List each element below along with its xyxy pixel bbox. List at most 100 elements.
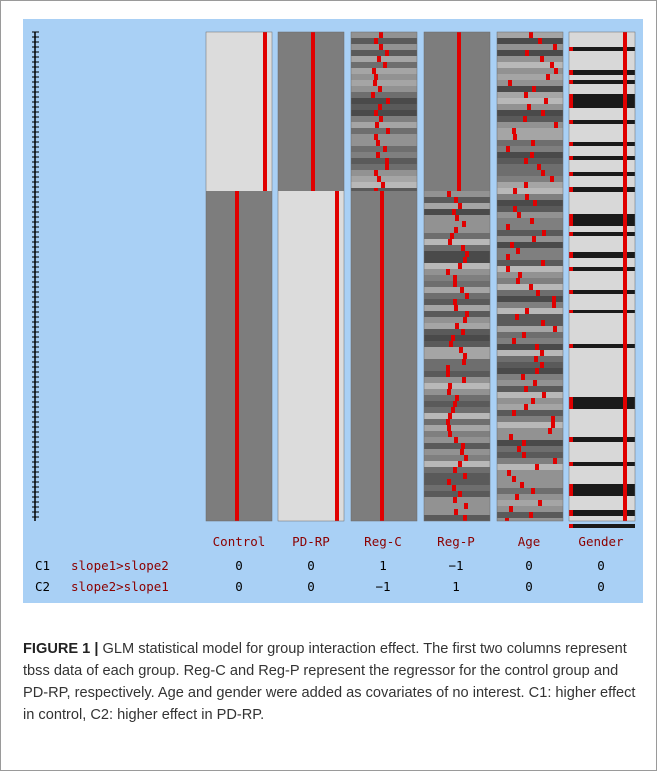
age-stripe: [497, 290, 563, 296]
trace-line: [453, 275, 457, 281]
column-labels: Control PD-RP Reg-C Reg-P Age Gender: [213, 534, 624, 549]
trace-line: [446, 269, 450, 275]
figure-caption-text: GLM statistical model for group interact…: [23, 641, 636, 723]
trace-line: [535, 368, 539, 374]
trace-line: [524, 404, 528, 410]
trace-line: [522, 452, 526, 458]
gender-band: [569, 310, 635, 313]
figure-caption: FIGURE 1 | GLM statistical model for gro…: [23, 638, 639, 726]
trace-line: [530, 152, 534, 158]
trace-line: [461, 245, 465, 251]
regressor-stripe: [424, 419, 490, 425]
age-stripe: [497, 494, 563, 500]
trace-line: [446, 365, 450, 371]
trace-line: [453, 497, 457, 503]
age-stripe: [497, 452, 563, 458]
trace-line: [548, 428, 552, 434]
trace-line: [512, 476, 516, 482]
contrast-value: 0: [525, 579, 533, 594]
regressor-stripe: [351, 170, 417, 176]
trace-line: [541, 110, 545, 116]
age-stripe: [497, 80, 563, 86]
contrast-value: 0: [307, 558, 315, 573]
regressor-stripe: [424, 257, 490, 263]
trace-line: [524, 182, 528, 188]
trace-line: [374, 170, 378, 176]
column-label-gender: Gender: [578, 534, 624, 549]
regressor-stripe: [424, 347, 490, 353]
column-label-reg-p: Reg-P: [437, 534, 475, 549]
trace-line: [516, 248, 520, 254]
contrast-id: C1: [35, 558, 50, 573]
regressor-stripe: [351, 152, 417, 158]
trace-line: [463, 257, 467, 263]
trace-line: [522, 332, 526, 338]
gender-band: [569, 187, 635, 192]
contrast-value: −1: [448, 558, 463, 573]
contrast-name: slope2>slope1: [71, 579, 169, 594]
age-stripe: [497, 248, 563, 254]
regressor-stripe: [424, 461, 490, 467]
trace-line: [540, 350, 544, 356]
trace-line: [541, 260, 545, 266]
trace-line: [465, 293, 469, 299]
gender-band: [569, 172, 635, 176]
trace-line: [524, 92, 528, 98]
trace-line: [386, 98, 390, 104]
age-stripe: [497, 86, 563, 92]
trace-line: [379, 116, 383, 122]
trace-line: [538, 500, 542, 506]
regressor-stripe: [351, 86, 417, 92]
trace-line: [448, 239, 452, 245]
trace-line: [371, 92, 375, 98]
trace-line: [523, 116, 527, 122]
trace-line: [569, 94, 573, 108]
age-stripe: [497, 380, 563, 386]
trace-line: [465, 251, 469, 257]
contrast-value: 0: [235, 558, 243, 573]
regressor-stripe: [424, 443, 490, 449]
trace-line: [505, 518, 509, 521]
trace-line: [569, 290, 573, 294]
regressor-stripe: [424, 263, 490, 269]
column-border: [277, 31, 345, 522]
trace-line: [448, 431, 452, 437]
trace-line: [525, 308, 529, 314]
age-stripe: [497, 422, 563, 428]
age-stripe: [497, 128, 563, 134]
trace-line: [569, 510, 573, 516]
regressor-stripe: [424, 287, 490, 293]
trace-line: [374, 134, 378, 140]
trace-line: [515, 494, 519, 500]
trace-line: [446, 371, 450, 377]
trace-line: [454, 227, 458, 233]
trace-line: [372, 68, 376, 74]
trace-line: [509, 506, 513, 512]
trace-line: [378, 86, 382, 92]
trace-line: [553, 44, 557, 50]
trace-line: [518, 272, 522, 278]
trace-line: [531, 488, 535, 494]
contrast-name: slope1>slope2: [71, 558, 169, 573]
trace-line: [463, 317, 467, 323]
regressor-stripe: [351, 98, 417, 104]
trace-line: [569, 437, 573, 442]
age-stripe: [497, 374, 563, 380]
age-stripe: [497, 242, 563, 248]
gender-band: [569, 232, 635, 236]
regressor-stripe: [424, 491, 490, 497]
age-stripe: [497, 386, 563, 392]
regressor-stripe: [424, 413, 490, 419]
trace-line: [531, 140, 535, 146]
age-stripe: [497, 206, 563, 212]
gender-band: [569, 344, 635, 348]
age-stripe: [497, 398, 563, 404]
trace-line: [374, 110, 378, 116]
contrast-id: C2: [35, 579, 50, 594]
regressor-stripe: [351, 158, 417, 164]
contrast-value: 0: [597, 558, 605, 573]
trace-line: [335, 191, 339, 521]
regressor-stripe: [424, 329, 490, 335]
trace-line: [529, 512, 533, 518]
trace-line: [377, 176, 381, 182]
